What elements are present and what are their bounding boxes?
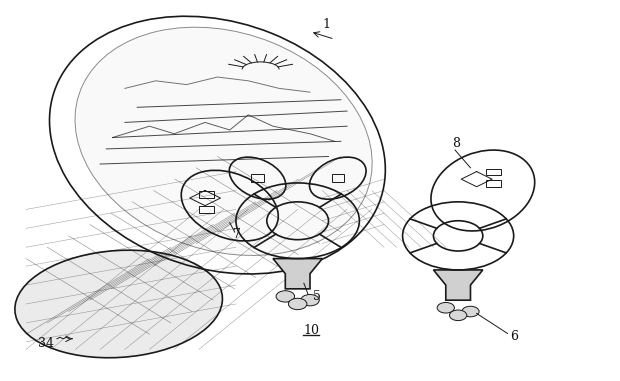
Circle shape [450, 310, 467, 320]
Bar [199, 206, 215, 213]
Text: 7: 7 [233, 228, 241, 241]
Ellipse shape [75, 27, 372, 255]
Bar [251, 174, 264, 182]
Text: 34: 34 [38, 338, 55, 351]
Bar [199, 190, 215, 198]
Text: 10: 10 [304, 324, 320, 337]
Text: 5: 5 [313, 290, 321, 303]
Ellipse shape [15, 250, 223, 358]
Circle shape [301, 295, 319, 306]
Polygon shape [433, 270, 483, 300]
Circle shape [437, 303, 454, 313]
Bar [486, 180, 502, 187]
Circle shape [288, 298, 307, 310]
Circle shape [462, 306, 479, 317]
Text: 1: 1 [322, 18, 330, 31]
Text: 6: 6 [511, 330, 518, 343]
Text: 8: 8 [452, 137, 460, 150]
Bar [332, 174, 344, 182]
Bar [486, 168, 502, 175]
Polygon shape [273, 259, 322, 289]
Circle shape [276, 291, 294, 302]
